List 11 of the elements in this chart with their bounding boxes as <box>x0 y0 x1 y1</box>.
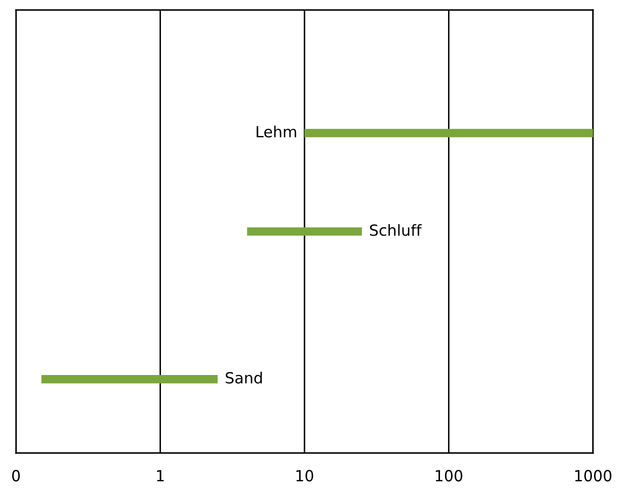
x-tick-label: 1 <box>157 470 164 482</box>
x-tick-label: 10 <box>296 470 314 482</box>
y-tick-label: Sand <box>226 372 262 384</box>
x-tick-label: 0 <box>12 470 20 482</box>
bar <box>41 374 218 384</box>
y-tick-label: Schluff <box>370 224 422 236</box>
bar <box>247 227 362 236</box>
bar <box>304 128 593 138</box>
y-tick-label: Lehm <box>256 126 296 138</box>
x-tick-label: 100 <box>436 470 462 482</box>
x-tick-label: 1000 <box>575 470 612 482</box>
